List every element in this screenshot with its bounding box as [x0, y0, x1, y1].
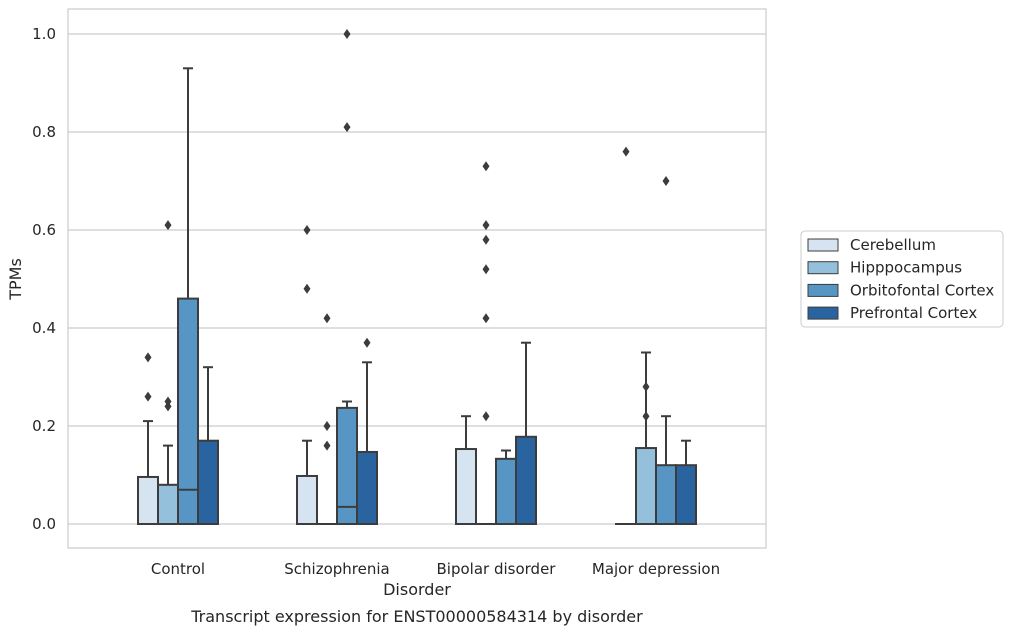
box-plot-marks	[137, 29, 697, 526]
x-tick-label: Bipolar disorder	[437, 560, 557, 578]
outlier-point	[164, 220, 172, 231]
box-body	[655, 464, 677, 526]
box-body	[137, 475, 159, 525]
x-tick-label: Schizophrenia	[284, 560, 389, 578]
box-body	[157, 483, 179, 525]
x-tick-label: Major depression	[592, 560, 720, 578]
legend-frame	[800, 230, 1004, 328]
outlier-point	[482, 220, 490, 231]
box-body	[356, 450, 378, 525]
outlier-point	[144, 391, 152, 402]
box-body	[495, 457, 517, 525]
outlier-point	[323, 313, 331, 324]
y-tick-label: 0.6	[32, 221, 56, 239]
box-hipppocampus	[475, 161, 497, 526]
legend-label: Cerebellum	[850, 236, 936, 254]
outlier-point	[642, 411, 650, 422]
legend-swatch	[807, 283, 839, 297]
legend-label: Prefrontal Cortex	[850, 304, 977, 322]
outlier-point	[144, 352, 152, 363]
outlier-point	[363, 337, 371, 348]
outlier-point	[642, 381, 650, 392]
y-tick-label: 0.0	[32, 515, 56, 533]
y-tick-label: 0.2	[32, 417, 56, 435]
box-body	[675, 464, 697, 526]
outlier-point	[343, 122, 351, 133]
outlier-point	[482, 161, 490, 172]
box-prefrontal-cortex	[197, 366, 219, 526]
legend-label: Orbitofontal Cortex	[850, 281, 994, 299]
box-body	[515, 435, 537, 525]
box-body	[635, 447, 657, 525]
box-prefrontal-cortex	[515, 341, 537, 525]
box-orbitofontal-cortex	[336, 29, 358, 525]
outlier-point	[482, 264, 490, 275]
box-prefrontal-cortex	[356, 337, 378, 525]
x-axis-label: Disorder	[383, 580, 451, 599]
box-body	[177, 297, 199, 525]
x-axis-ticks: Control Schizophrenia Bipolar disorder Majo…	[151, 560, 720, 578]
y-tick-label: 0.8	[32, 123, 56, 141]
box-orbitofontal-cortex	[495, 449, 517, 525]
outlier-point	[323, 440, 331, 451]
box-cerebellum	[615, 146, 637, 526]
chart-caption: Transcript expression for ENST0000058431…	[190, 607, 643, 626]
legend-swatch	[807, 306, 839, 320]
outlier-point	[482, 411, 490, 422]
x-tick-label: Control	[151, 560, 205, 578]
legend-swatch	[807, 261, 839, 275]
box-cerebellum	[455, 415, 477, 525]
legend-label: Hipppocampus	[850, 259, 962, 277]
box-body	[197, 439, 219, 526]
y-tick-label: 0.4	[32, 319, 56, 337]
box-orbitofontal-cortex	[177, 67, 199, 525]
box-cerebellum	[296, 225, 318, 526]
box-cerebellum	[137, 352, 159, 525]
y-axis-label: TPMs	[6, 258, 25, 301]
box-body	[296, 474, 318, 526]
outlier-point	[662, 176, 670, 186]
grid-lines	[68, 33, 766, 525]
y-axis-ticks: 0.0 0.2 0.4 0.6 0.8 1.0	[32, 25, 56, 533]
plot-frame	[67, 8, 767, 549]
outlier-point	[482, 234, 490, 245]
outlier-point	[482, 313, 490, 324]
legend: Cerebellum Hipppocampus Orbitofontal Corte…	[800, 230, 1004, 328]
box-hipppocampus	[635, 351, 657, 525]
y-tick-label: 1.0	[32, 25, 56, 43]
outlier-point	[164, 396, 172, 407]
legend-swatch	[807, 238, 839, 252]
outlier-point	[622, 146, 630, 157]
box-prefrontal-cortex	[675, 439, 697, 526]
box-hipppocampus	[316, 313, 338, 526]
box-orbitofontal-cortex	[655, 176, 677, 526]
outlier-point	[343, 29, 351, 39]
outlier-point	[303, 225, 311, 235]
box-hipppocampus	[157, 220, 179, 525]
outlier-point	[303, 283, 311, 294]
outlier-point	[323, 421, 331, 431]
box-body	[455, 448, 477, 525]
